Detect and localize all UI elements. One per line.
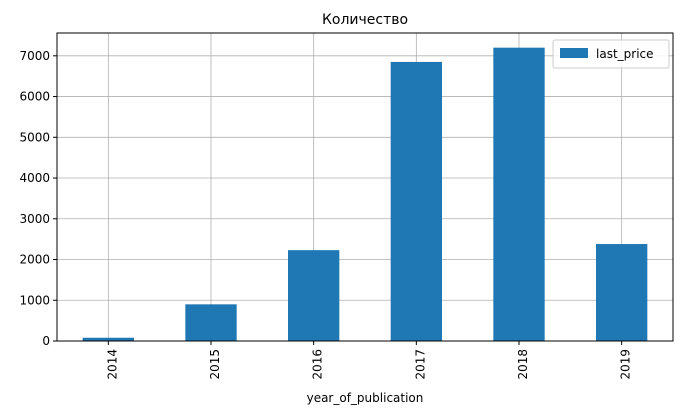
legend: last_price [552, 39, 670, 69]
y-tick-label: 6000 [19, 90, 50, 104]
y-tick-label: 3000 [19, 212, 50, 226]
bars [82, 47, 648, 342]
x-tick-label: 2014 [105, 349, 119, 380]
chart-title: Количество [322, 12, 408, 28]
y-tick-label: 7000 [19, 49, 50, 63]
bar-2014 [82, 337, 134, 341]
grid [57, 33, 673, 342]
y-tick-label: 1000 [19, 293, 50, 307]
bar-2016 [288, 250, 340, 341]
y-tick-label: 0 [42, 334, 50, 348]
legend-swatch [560, 48, 588, 58]
bar-2017 [390, 61, 442, 341]
x-tick-label: 2017 [413, 349, 427, 380]
x-tick-label: 2015 [208, 349, 222, 380]
plot-frame [56, 32, 674, 342]
axes: 0 1000 2000 3000 4000 5000 6000 7000 2014 2015 201… [19, 32, 674, 380]
x-axis-label: year_of_publication [307, 391, 424, 405]
bar-2019 [596, 244, 648, 341]
legend-label: last_price [596, 47, 654, 61]
y-tick-label: 4000 [19, 171, 50, 185]
y-tick-label: 5000 [19, 130, 50, 144]
legend-box [552, 39, 670, 69]
x-tick-label: 2019 [619, 349, 633, 380]
y-tick-label: 2000 [19, 253, 50, 267]
bar-2018 [493, 47, 545, 342]
x-tick-label: 2016 [311, 349, 325, 380]
bar-2015 [185, 304, 237, 341]
x-tick-label: 2018 [516, 349, 530, 380]
